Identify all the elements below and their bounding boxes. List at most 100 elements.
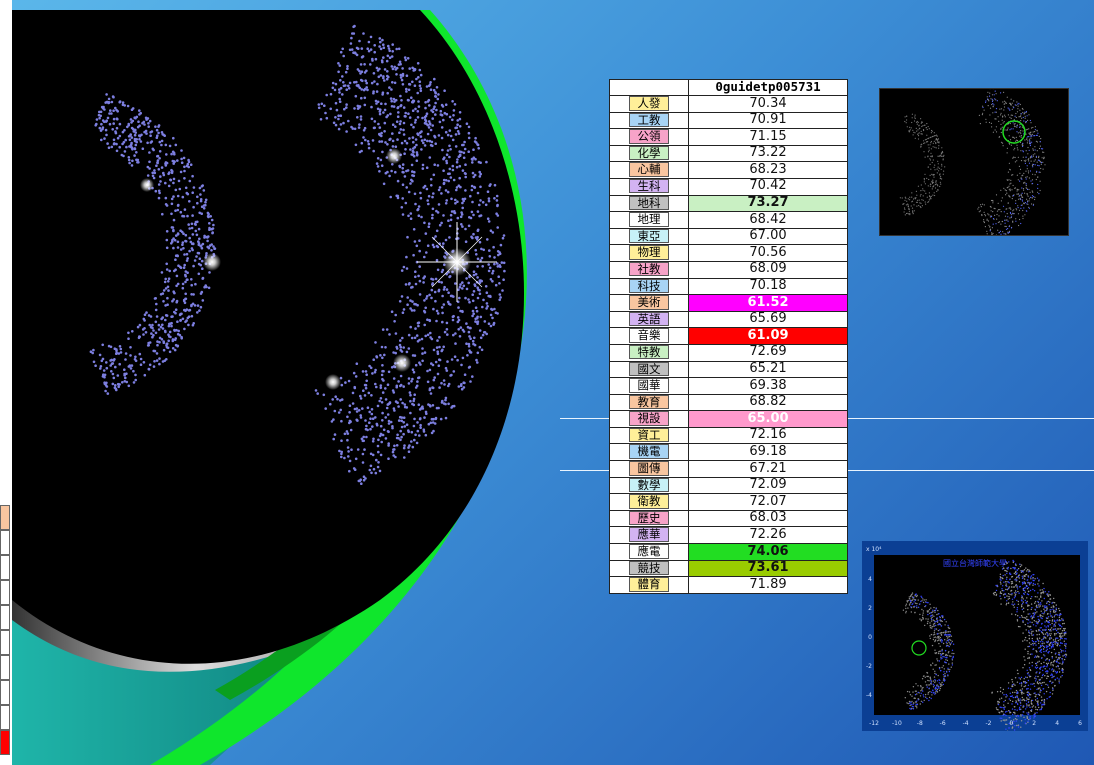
scatter-point	[430, 140, 434, 144]
scatter-point	[1027, 593, 1030, 596]
scatter-point	[924, 681, 927, 683]
scatter-point	[1028, 571, 1030, 573]
scatter-point	[429, 81, 432, 84]
scatter-point	[1052, 646, 1054, 648]
scatter-point	[1037, 621, 1039, 623]
scatter-point	[1022, 188, 1025, 190]
scatter-point	[184, 320, 187, 324]
scatter-point	[1042, 615, 1044, 617]
scatter-point	[458, 111, 462, 114]
scatter-point	[936, 135, 938, 137]
scatter-point	[1002, 231, 1004, 233]
scatter-point	[931, 611, 933, 614]
scatter-point	[442, 214, 445, 217]
scatter-point	[485, 302, 489, 305]
scatter-point	[123, 150, 127, 153]
scatter-point	[1008, 698, 1010, 700]
scatter-point	[1058, 654, 1061, 656]
scatter-point	[448, 167, 452, 171]
scatter-point	[1043, 704, 1045, 706]
scatter-point	[168, 350, 172, 354]
scatter-point	[1004, 581, 1007, 583]
scatter-point	[1032, 131, 1034, 133]
scatter-point	[1029, 157, 1032, 159]
scatter-point	[1030, 633, 1033, 635]
scatter-point	[1040, 617, 1042, 619]
scatter-point	[97, 113, 101, 117]
scatter-point	[937, 141, 939, 143]
scatter-point	[1012, 136, 1014, 138]
scatter-point	[915, 703, 917, 705]
scatter-point	[923, 699, 925, 702]
scatter-point	[500, 261, 504, 264]
scatter-point	[907, 205, 909, 207]
scatter-point	[990, 206, 992, 208]
scatter-point	[209, 215, 212, 218]
scatter-point	[1011, 613, 1013, 615]
scatter-point	[449, 303, 452, 306]
scatter-point	[1041, 682, 1044, 684]
scatter-point	[1011, 108, 1013, 110]
scatter-point	[135, 115, 139, 119]
scatter-point	[1047, 645, 1049, 647]
scatter-point	[1031, 133, 1034, 135]
scatter-point	[166, 303, 169, 307]
scatter-point	[981, 214, 983, 217]
scatter-point	[909, 129, 911, 131]
scatter-point	[404, 283, 408, 286]
scatter-point	[167, 324, 171, 328]
scatter-point	[1015, 208, 1017, 210]
scatter-point	[381, 391, 385, 394]
scatter-point	[1029, 132, 1031, 134]
scatter-point	[94, 364, 97, 368]
scatter-point	[434, 299, 437, 303]
scatter-point	[381, 328, 385, 331]
scatter-point	[1053, 659, 1056, 662]
thumb2-xtick: -4	[963, 720, 969, 727]
scatter-point	[421, 116, 424, 120]
scatter-point	[430, 431, 434, 435]
scatter-point	[167, 339, 170, 343]
scatter-point	[430, 109, 433, 112]
scatter-point	[1041, 706, 1043, 708]
scatter-point	[340, 452, 343, 456]
scatter-point	[182, 247, 185, 250]
scatter-point	[1005, 219, 1007, 221]
scatter-point	[922, 617, 924, 619]
scatter-point	[426, 369, 429, 373]
scatter-point	[1042, 161, 1044, 163]
scatter-point	[115, 349, 118, 353]
scatter-point	[1028, 604, 1030, 607]
scatter-point	[129, 354, 132, 357]
scatter-point	[420, 215, 423, 219]
scatter-point	[908, 130, 910, 132]
scatter-point	[940, 633, 943, 636]
scatter-point	[440, 306, 444, 309]
scatter-point	[441, 320, 444, 324]
scatter-point	[400, 295, 404, 298]
scatter-point	[412, 397, 416, 401]
scatter-point	[1041, 644, 1044, 647]
scatter-point	[436, 352, 440, 356]
scatter-point	[346, 64, 349, 68]
scatter-point	[921, 125, 923, 128]
scatter-point	[344, 84, 347, 87]
scatter-point	[423, 309, 426, 313]
scatter-point	[183, 177, 186, 180]
scatter-point	[1058, 607, 1060, 610]
scatter-point	[1050, 651, 1053, 654]
row-value: 61.09	[688, 327, 848, 345]
scatter-point	[1000, 108, 1003, 110]
scatter-point	[407, 377, 411, 380]
scatter-point	[943, 154, 945, 156]
scatter-point	[1057, 665, 1059, 667]
scatter-point	[480, 348, 484, 352]
scatter-point	[1014, 691, 1016, 694]
scatter-point	[1005, 723, 1007, 725]
scatter-point	[1060, 651, 1062, 653]
scatter-point	[146, 174, 150, 177]
scatter-point	[182, 266, 186, 270]
scatter-point	[412, 99, 416, 103]
scatter-point	[1038, 656, 1040, 658]
scatter-point	[484, 203, 488, 207]
